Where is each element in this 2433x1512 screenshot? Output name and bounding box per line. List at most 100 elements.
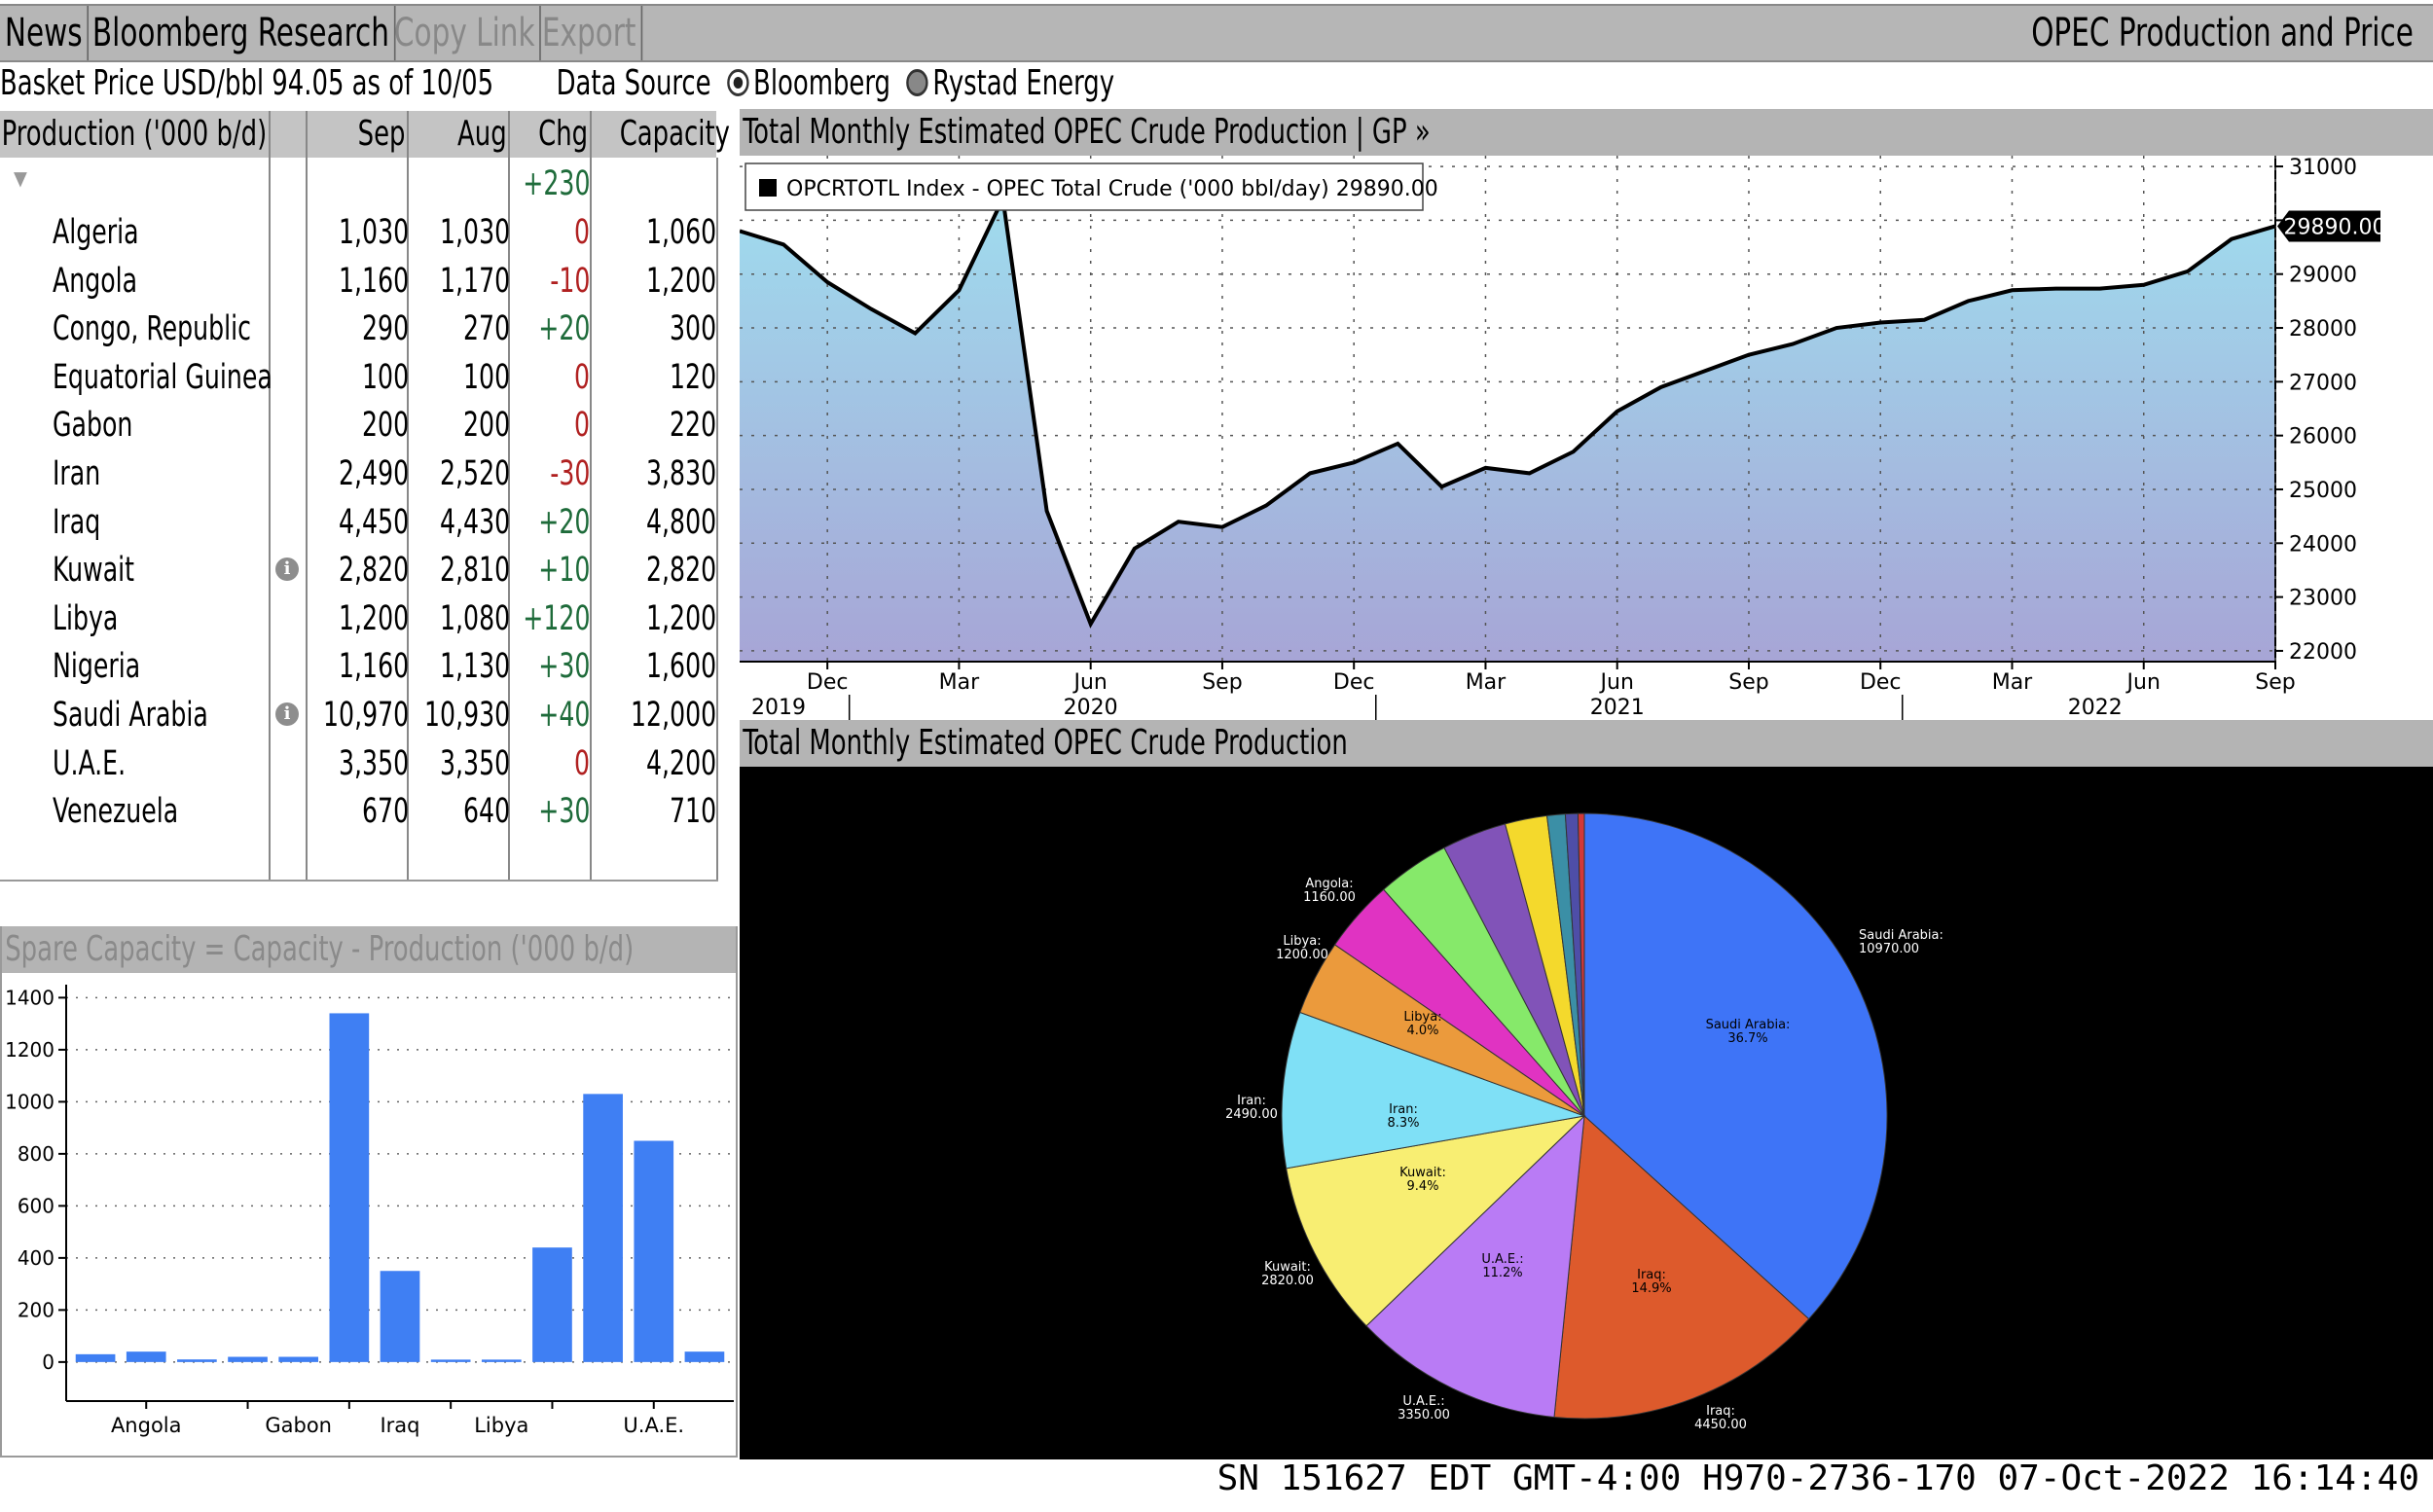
collapse-arrow-icon[interactable]: ▼ xyxy=(14,166,27,190)
y-tick-label: 22000 xyxy=(2289,640,2357,665)
sep-value: 2,820 xyxy=(338,551,409,591)
country-name: Nigeria xyxy=(53,647,141,687)
column-header-production[interactable]: Production ('000 b/d) xyxy=(0,111,271,158)
news-button[interactable]: News xyxy=(0,6,90,60)
table-row[interactable]: Iran 2,490 2,520 -30 3,830 xyxy=(0,450,718,498)
chg-value: 0 xyxy=(573,213,590,252)
column-divider xyxy=(407,158,409,880)
line-chart-title[interactable]: Total Monthly Estimated OPEC Crude Produ… xyxy=(740,109,2433,156)
pie-outer-label: 1160.00 xyxy=(1303,890,1356,905)
info-icon[interactable]: i xyxy=(275,702,299,726)
pie-inner-label: 36.7% xyxy=(1727,1031,1767,1046)
area-fill xyxy=(740,198,2275,662)
table-row[interactable]: Saudi Arabia i 10,970 10,930 +40 12,000 xyxy=(0,691,718,739)
opec-production-line-chart: 22000 23000 24000 25000 26000 27000 28000 29000… xyxy=(740,156,2386,720)
sep-value: 1,160 xyxy=(338,261,409,301)
capacity-value: 710 xyxy=(669,792,716,832)
x-tick-label: Dec xyxy=(1333,670,1375,695)
y-tick-label: 1200 xyxy=(5,1038,54,1062)
export-button[interactable]: Export xyxy=(537,6,643,60)
table-row[interactable]: Nigeria 1,160 1,130 +30 1,600 xyxy=(0,642,718,691)
aug-value: 10,930 xyxy=(423,696,510,735)
x-tick-label: Libya xyxy=(474,1414,528,1437)
table-row[interactable]: Kuwait i 2,820 2,810 +10 2,820 xyxy=(0,546,718,594)
y-tick-label: 800 xyxy=(18,1142,54,1166)
column-header-sep[interactable]: Sep xyxy=(308,111,409,158)
x-tick-label: Sep xyxy=(2255,670,2295,695)
y-tick-label: 200 xyxy=(18,1298,54,1321)
bar xyxy=(634,1140,674,1362)
bar xyxy=(684,1351,725,1362)
bloomberg-research-button[interactable]: Bloomberg Research xyxy=(88,6,396,60)
pie-inner-label: 8.3% xyxy=(1387,1116,1419,1131)
x-tick-label: Sep xyxy=(1728,670,1768,695)
y-tick-label: 31000 xyxy=(2289,156,2357,180)
y-tick-label: 24000 xyxy=(2289,532,2357,557)
spare-capacity-title: Spare Capacity = Capacity - Production (… xyxy=(2,926,736,973)
pie-inner-label: Kuwait: xyxy=(1399,1166,1446,1180)
radio-bloomberg-label[interactable]: Bloomberg xyxy=(753,63,890,103)
y-tick-label: 23000 xyxy=(2289,587,2357,611)
basket-price-bar: Basket Price USD/bbl 94.05 as of 10/05 D… xyxy=(0,60,1114,107)
capacity-value: 4,200 xyxy=(645,743,716,783)
x-tick-label: Jun xyxy=(1599,670,1634,695)
column-divider xyxy=(508,158,510,880)
pie-inner-label: Iran: xyxy=(1389,1102,1418,1117)
status-bar: SN 151627 EDT GMT-4:00 H970-2736-170 07-… xyxy=(1216,1458,2419,1498)
production-table: Production ('000 b/d) Sep Aug Chg Capaci… xyxy=(0,111,730,882)
radio-rystad-energy-label[interactable]: Rystad Energy xyxy=(932,63,1115,103)
total-row: ▼ +230 xyxy=(0,160,718,208)
data-source-label: Data Source xyxy=(556,63,711,103)
radio-bloomberg[interactable] xyxy=(726,69,749,96)
pie-outer-label: Iraq: xyxy=(1706,1404,1735,1419)
legend-box xyxy=(744,162,1424,211)
table-row[interactable]: Iraq 4,450 4,430 +20 4,800 xyxy=(0,498,718,547)
table-row[interactable]: Equatorial Guinea 100 100 0 120 xyxy=(0,353,718,402)
aug-value: 200 xyxy=(462,406,510,446)
legend-label: OPCRTOTL Index - OPEC Total Crude ('000 … xyxy=(786,177,1438,201)
bar xyxy=(177,1359,217,1362)
table-row[interactable]: Venezuela 670 640 +30 710 xyxy=(0,787,718,836)
last-value-label: 29890.00 xyxy=(2284,215,2386,239)
sep-value: 200 xyxy=(361,406,409,446)
column-header-spacer xyxy=(271,111,308,158)
column-header-aug[interactable]: Aug xyxy=(409,111,510,158)
table-row[interactable]: Angola 1,160 1,170 -10 1,200 xyxy=(0,257,718,306)
table-row[interactable]: Gabon 200 200 0 220 xyxy=(0,401,718,450)
sep-value: 290 xyxy=(361,309,409,349)
x-tick-label: Jun xyxy=(1071,670,1107,695)
country-name: Congo, Republic xyxy=(53,309,251,349)
last-value-tag xyxy=(2277,210,2380,242)
bar xyxy=(126,1351,166,1362)
chg-value: +40 xyxy=(537,696,590,735)
x-tick-label: Dec xyxy=(807,670,849,695)
spare-capacity-panel: Spare Capacity = Capacity - Production (… xyxy=(0,926,738,1458)
sep-value: 10,970 xyxy=(322,696,409,735)
x-tick-label: Iraq xyxy=(380,1414,419,1437)
table-row[interactable]: U.A.E. 3,350 3,350 0 4,200 xyxy=(0,739,718,788)
pie-slice xyxy=(1286,1115,1586,1327)
y-tick-label: 1400 xyxy=(5,986,54,1009)
aug-value: 100 xyxy=(462,357,510,397)
column-header-capacity[interactable]: Capacity xyxy=(592,111,730,158)
country-name: Angola xyxy=(53,261,138,301)
capacity-value: 1,200 xyxy=(645,261,716,301)
radio-rystad-energy[interactable] xyxy=(906,69,928,96)
table-row[interactable]: Algeria 1,030 1,030 0 1,060 xyxy=(0,208,718,257)
pie-outer-label: Kuwait: xyxy=(1264,1260,1311,1275)
column-header-chg[interactable]: Chg xyxy=(510,111,592,158)
series-line xyxy=(740,192,2276,629)
pie-chart-title: Total Monthly Estimated OPEC Crude Produ… xyxy=(740,720,2433,767)
bar xyxy=(380,1271,420,1362)
info-icon[interactable]: i xyxy=(275,558,299,582)
pie-slice xyxy=(1281,1011,1586,1170)
table-row[interactable]: Libya 1,200 1,080 +120 1,200 xyxy=(0,594,718,643)
x-tick-label: Mar xyxy=(1992,670,2033,695)
pie-inner-label: Libya: xyxy=(1403,1010,1441,1025)
column-divider xyxy=(306,158,308,880)
x-tick-label: Mar xyxy=(939,670,980,695)
chg-value: +30 xyxy=(537,792,590,832)
bar xyxy=(481,1359,522,1362)
table-row[interactable]: Congo, Republic 290 270 +20 300 xyxy=(0,305,718,353)
copy-link-button[interactable]: Copy Link xyxy=(389,6,542,60)
